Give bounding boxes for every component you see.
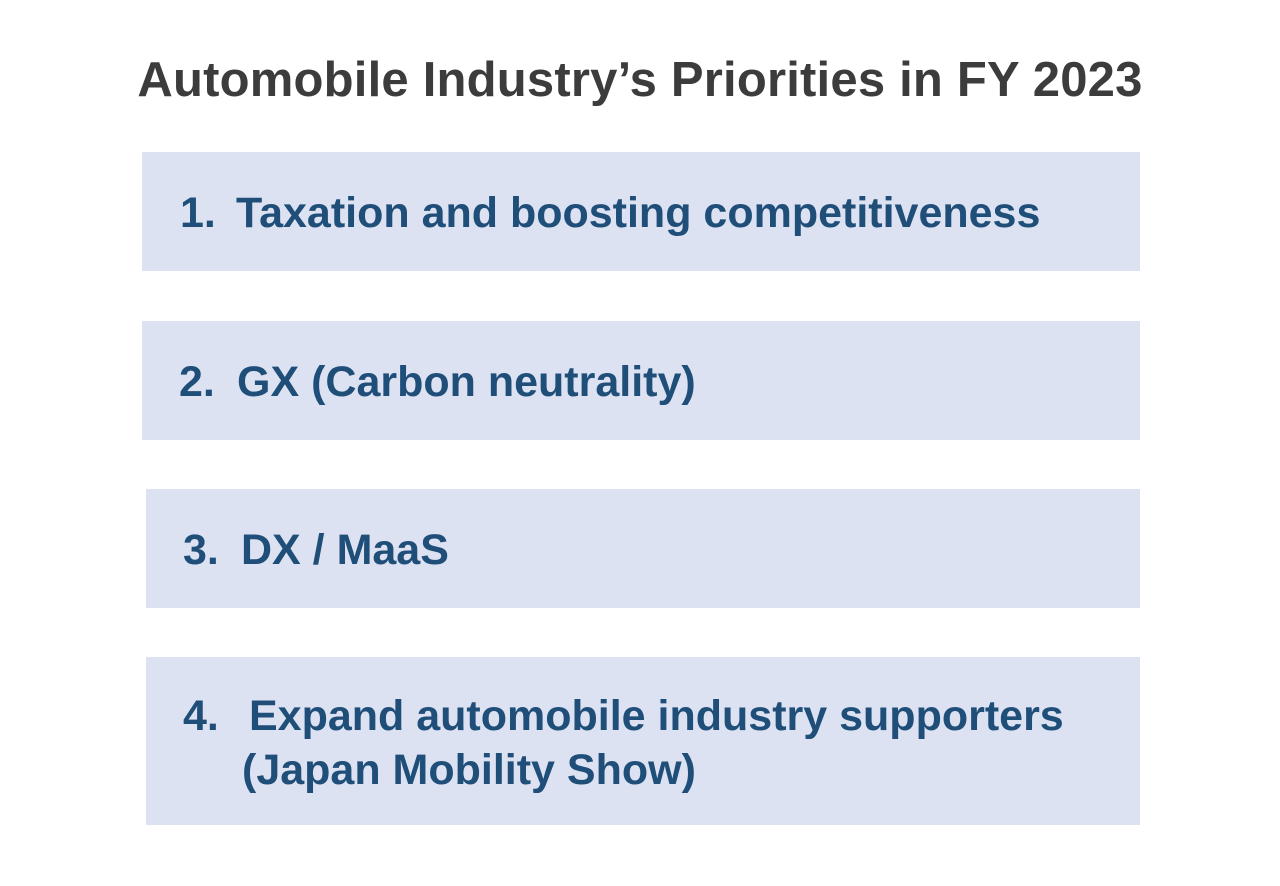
priority-text: GX (Carbon neutrality) <box>237 358 696 406</box>
priority-item-4: 4. Expand automobile industry supporters… <box>146 657 1140 825</box>
priority-text: Taxation and boosting competitiveness <box>236 189 1041 237</box>
priority-number: 4. <box>183 692 219 740</box>
priority-item-2: 2. GX (Carbon neutrality) <box>142 321 1140 440</box>
priority-item-1: 1. Taxation and boosting competitiveness <box>142 152 1140 271</box>
priority-text: DX / MaaS <box>241 526 449 574</box>
priority-number: 2. <box>179 358 215 406</box>
priority-number: 3. <box>183 526 219 574</box>
page-title: Automobile Industry’s Priorities in FY 2… <box>137 53 1143 107</box>
priority-text: Expand automobile industry supporters <box>249 692 1064 740</box>
priority-item-3: 3. DX / MaaS <box>146 489 1140 608</box>
priority-number: 1. <box>180 189 216 237</box>
priority-text-continued: (Japan Mobility Show) <box>242 746 696 794</box>
